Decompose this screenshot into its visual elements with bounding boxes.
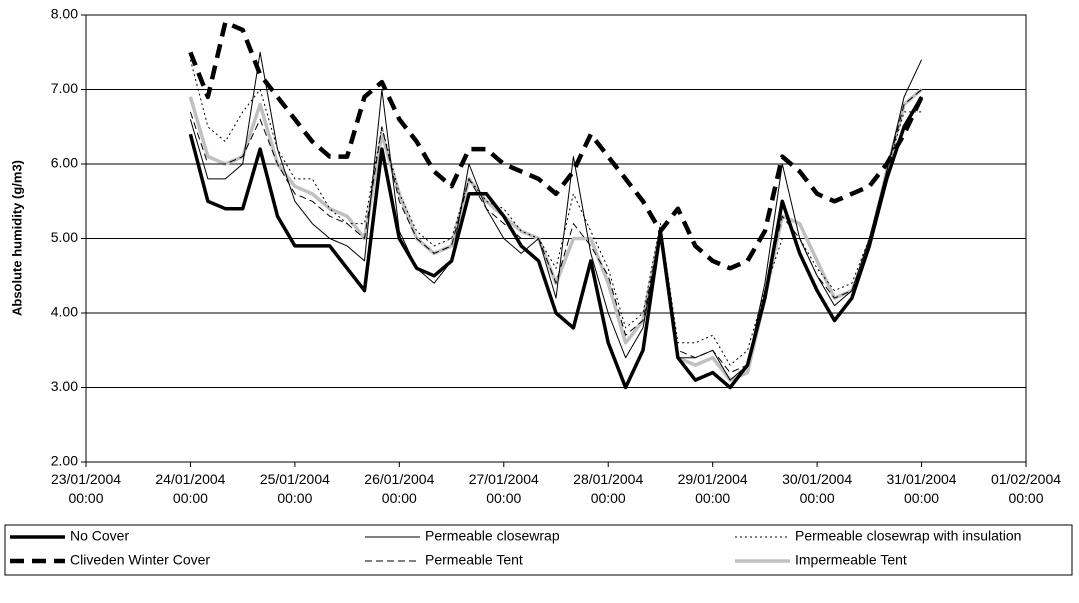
x-tick-label: 24/01/2004 00:00 (155, 471, 226, 506)
x-tick-label: 27/01/2004 00:00 (468, 471, 539, 506)
y-tick-label: 8.00 (51, 6, 78, 22)
y-tick-label: 3.00 (51, 378, 78, 394)
legend-label: Impermeable Tent (795, 552, 907, 568)
y-tick-label: 2.00 (51, 453, 78, 469)
legend-box (4, 524, 1073, 576)
series-line (188, 20, 924, 271)
legend-label: Permeable Tent (425, 552, 523, 568)
y-axis-title: Absolute humidity (g/m3) (9, 160, 24, 316)
x-tick-label: 28/01/2004 00:00 (573, 471, 644, 506)
x-tick-label: 26/01/2004 00:00 (364, 471, 435, 506)
series-line (188, 88, 923, 382)
x-tick-label: 31/01/2004 00:00 (886, 471, 957, 506)
y-tick-label: 6.00 (51, 155, 78, 171)
x-tick-label: 29/01/2004 00:00 (677, 471, 748, 506)
plot-frame (85, 14, 1027, 463)
x-tick-label: 25/01/2004 00:00 (259, 471, 330, 506)
x-tick-label: 01/02/2004 00:00 (990, 471, 1062, 506)
x-tick-label: 30/01/2004 00:00 (782, 471, 853, 506)
series-line (188, 96, 924, 390)
legend-label: Cliveden Winter Cover (70, 552, 210, 568)
series-line (189, 89, 922, 374)
legend-label: No Cover (70, 528, 129, 544)
series-line (189, 51, 923, 381)
y-tick-label: 4.00 (51, 304, 78, 320)
y-tick-label: 7.00 (51, 80, 78, 96)
x-tick-label: 23/01/2004 00:00 (50, 471, 122, 506)
legend-label: Permeable closewrap (425, 528, 560, 544)
y-tick-label: 5.00 (51, 229, 78, 245)
series-line (189, 59, 922, 366)
legend-label: Permeable closewrap with insulation (795, 528, 1021, 544)
